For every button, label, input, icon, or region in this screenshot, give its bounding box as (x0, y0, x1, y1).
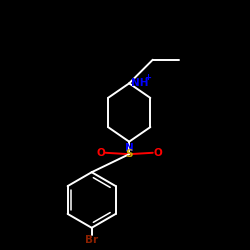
Text: O: O (154, 148, 162, 158)
Text: S: S (126, 149, 133, 159)
Text: NH: NH (130, 78, 148, 88)
Text: Br: Br (85, 235, 98, 245)
Text: O: O (96, 148, 105, 158)
Text: N: N (125, 143, 134, 153)
Text: +: + (144, 73, 152, 82)
